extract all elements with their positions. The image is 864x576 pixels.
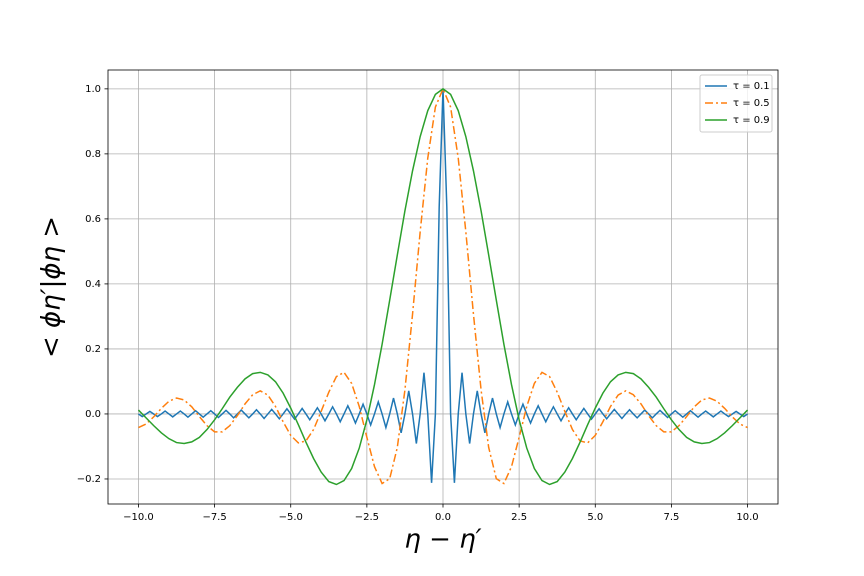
x-tick-label: 5.0 — [587, 512, 603, 523]
x-tick-label: −10.0 — [123, 512, 154, 523]
x-axis-label: η − η′ — [404, 525, 481, 555]
x-tick-label: −7.5 — [202, 512, 226, 523]
legend-label: τ = 0.9 — [733, 115, 770, 126]
y-tick-label: 1.0 — [85, 84, 101, 95]
y-tick-label: 0.8 — [85, 149, 101, 160]
legend-label: τ = 0.5 — [733, 98, 770, 109]
x-tick-label: −5.0 — [279, 512, 303, 523]
y-axis-label: < ϕη′|ϕη > — [37, 216, 67, 358]
y-tick-label: 0.6 — [85, 214, 101, 225]
line-series — [138, 86, 748, 485]
x-tick-label: 10.0 — [736, 512, 758, 523]
legend: τ = 0.1 τ = 0.5 τ = 0.9 — [699, 74, 773, 133]
y-tick-label: 0.2 — [85, 344, 101, 355]
x-tick-label: 0.0 — [435, 512, 451, 523]
x-tick-label: −2.5 — [355, 512, 379, 523]
y-tick-label: 0.0 — [85, 409, 101, 420]
plot-area — [108, 70, 778, 504]
y-tick-label: −0.2 — [77, 474, 101, 485]
x-tick-label: 2.5 — [511, 512, 527, 523]
line-series — [137, 87, 749, 486]
legend-label: τ = 0.1 — [733, 81, 770, 92]
legend-box — [699, 74, 773, 133]
x-tick-label: 7.5 — [663, 512, 679, 523]
y-tick-label: 0.4 — [85, 279, 101, 290]
